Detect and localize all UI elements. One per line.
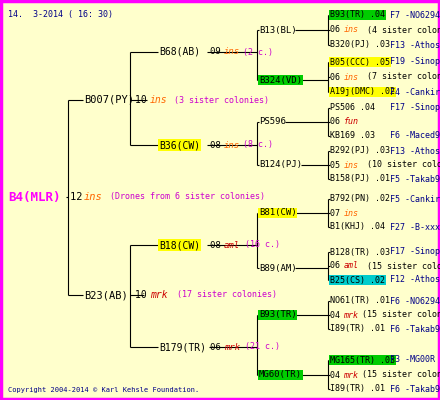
Text: 10: 10	[135, 290, 153, 300]
Text: B179(TR): B179(TR)	[159, 342, 206, 352]
Text: 05: 05	[330, 160, 345, 170]
Text: 14.  3-2014 ( 16: 30): 14. 3-2014 ( 16: 30)	[8, 10, 113, 19]
Text: B007(PY): B007(PY)	[84, 95, 134, 105]
Text: fun: fun	[344, 118, 359, 126]
Text: (15 sister colonies): (15 sister colonies)	[357, 370, 440, 380]
Text: B68(AB): B68(AB)	[159, 47, 200, 57]
Text: F17 -SinopT2R: F17 -SinopT2R	[390, 248, 440, 256]
Text: ins: ins	[344, 72, 359, 82]
Text: B324(VD): B324(VD)	[259, 76, 302, 84]
Text: B292(PJ) .03: B292(PJ) .03	[330, 146, 390, 156]
Text: ins: ins	[344, 208, 359, 218]
Text: B93(TR) .04: B93(TR) .04	[330, 10, 385, 20]
Text: Copyright 2004-2014 © Karl Kehsle Foundation.: Copyright 2004-2014 © Karl Kehsle Founda…	[8, 387, 199, 393]
Text: F5 -Cankiri97Q: F5 -Cankiri97Q	[390, 194, 440, 204]
Text: aml: aml	[344, 262, 359, 270]
Text: 07: 07	[330, 208, 345, 218]
Text: F27 -B-xxx43: F27 -B-xxx43	[390, 222, 440, 232]
Text: KB169 .03: KB169 .03	[330, 132, 375, 140]
Text: 06: 06	[330, 262, 345, 270]
Text: F7 -NO6294R: F7 -NO6294R	[390, 10, 440, 20]
Text: F4 -Cankiri97Q: F4 -Cankiri97Q	[390, 88, 440, 96]
Text: (Drones from 6 sister colonies): (Drones from 6 sister colonies)	[100, 192, 265, 202]
Text: 06: 06	[330, 72, 345, 82]
Text: F3 -MG00R: F3 -MG00R	[390, 356, 435, 364]
Text: B128(TR) .03: B128(TR) .03	[330, 248, 390, 256]
Text: mrk: mrk	[150, 290, 168, 300]
Text: 06: 06	[210, 342, 226, 352]
Text: B124(PJ): B124(PJ)	[259, 160, 302, 170]
Text: B18(CW): B18(CW)	[159, 240, 200, 250]
Text: F6 -Takab93aR: F6 -Takab93aR	[390, 384, 440, 394]
Text: ins: ins	[224, 48, 240, 56]
Text: B13(BL): B13(BL)	[259, 26, 297, 34]
Text: F5 -Takab93R: F5 -Takab93R	[390, 174, 440, 184]
Text: B05(CCC) .05: B05(CCC) .05	[330, 58, 390, 66]
Text: ins: ins	[344, 160, 359, 170]
Text: I89(TR) .01: I89(TR) .01	[330, 384, 385, 394]
Text: 04: 04	[330, 310, 345, 320]
Text: (15 sister colonies): (15 sister colonies)	[357, 310, 440, 320]
Text: (15 sister colonies): (15 sister colonies)	[357, 262, 440, 270]
Text: ins: ins	[84, 192, 103, 202]
Text: mrk: mrk	[344, 370, 359, 380]
Text: B36(CW): B36(CW)	[159, 140, 200, 150]
Text: A19j(DMC) .02: A19j(DMC) .02	[330, 88, 395, 96]
Text: MG60(TR): MG60(TR)	[259, 370, 302, 380]
Text: F6 -Takab93aR: F6 -Takab93aR	[390, 324, 440, 334]
Text: B23(AB): B23(AB)	[84, 290, 128, 300]
Text: 09: 09	[210, 48, 226, 56]
Text: B89(AM): B89(AM)	[259, 264, 297, 272]
Text: PS506 .04: PS506 .04	[330, 104, 375, 112]
Text: (4 sister colonies): (4 sister colonies)	[357, 26, 440, 34]
Text: (16 c.): (16 c.)	[240, 240, 280, 250]
Text: I89(TR) .01: I89(TR) .01	[330, 324, 385, 334]
Text: mrk: mrk	[344, 310, 359, 320]
Text: F17 -SinopT2R: F17 -SinopT2R	[390, 104, 440, 112]
Text: 06: 06	[330, 26, 345, 34]
Text: (8 c.): (8 c.)	[238, 140, 273, 150]
Text: 08: 08	[210, 240, 226, 250]
Text: (21 c.): (21 c.)	[240, 342, 280, 352]
Text: ins: ins	[150, 95, 168, 105]
Text: (10 sister colonies): (10 sister colonies)	[357, 160, 440, 170]
Text: F6 -Maced93R: F6 -Maced93R	[390, 132, 440, 140]
Text: F19 -Sinop62R: F19 -Sinop62R	[390, 58, 440, 66]
Text: B320(PJ) .03: B320(PJ) .03	[330, 40, 390, 50]
Text: B4(MLR): B4(MLR)	[8, 190, 60, 204]
Text: (17 sister colonies): (17 sister colonies)	[167, 290, 277, 300]
Text: B158(PJ) .01: B158(PJ) .01	[330, 174, 390, 184]
Text: 12: 12	[70, 192, 89, 202]
Text: 06: 06	[330, 118, 345, 126]
Text: ins: ins	[224, 140, 240, 150]
Text: 04: 04	[330, 370, 345, 380]
Text: B1(KHJ) .04: B1(KHJ) .04	[330, 222, 385, 232]
Text: MG165(TR) .03: MG165(TR) .03	[330, 356, 395, 364]
Text: B792(PN) .02: B792(PN) .02	[330, 194, 390, 204]
Text: (2 c.): (2 c.)	[238, 48, 273, 56]
Text: (7 sister colonies): (7 sister colonies)	[357, 72, 440, 82]
Text: F6 -NO6294R: F6 -NO6294R	[390, 296, 440, 306]
Text: F12 -AthosSt80R: F12 -AthosSt80R	[390, 276, 440, 284]
Text: mrk: mrk	[224, 342, 240, 352]
Text: F13 -AthosSt80R: F13 -AthosSt80R	[390, 40, 440, 50]
Text: B93(TR): B93(TR)	[259, 310, 297, 320]
Text: aml: aml	[224, 240, 240, 250]
Text: B25(CS) .02: B25(CS) .02	[330, 276, 385, 284]
Text: 08: 08	[210, 140, 226, 150]
Text: 10: 10	[135, 95, 153, 105]
Text: (3 sister colonies): (3 sister colonies)	[164, 96, 269, 104]
Text: B81(CW): B81(CW)	[259, 208, 297, 218]
Text: F13 -AthosSt80R: F13 -AthosSt80R	[390, 146, 440, 156]
Text: PS596: PS596	[259, 118, 286, 126]
Text: NO61(TR) .01: NO61(TR) .01	[330, 296, 390, 306]
Text: ins: ins	[344, 26, 359, 34]
